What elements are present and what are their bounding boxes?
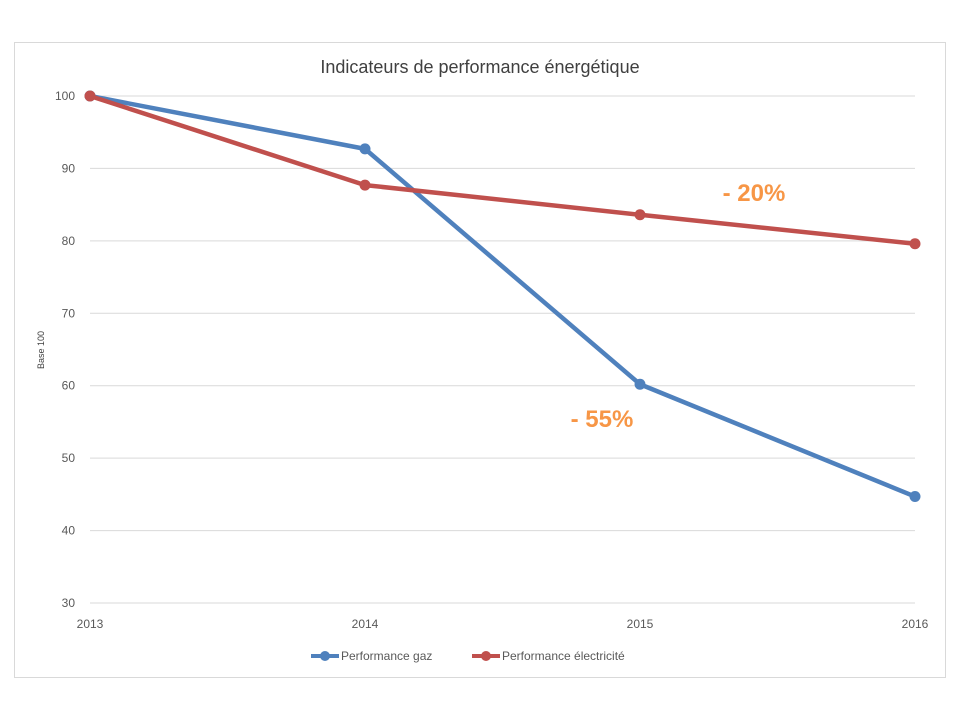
data-point <box>359 143 371 155</box>
data-point <box>359 179 371 191</box>
chart-frame <box>14 42 946 678</box>
annotation-label: - 55% <box>571 406 634 433</box>
series-line <box>87 93 918 247</box>
data-point <box>634 378 646 390</box>
x-tick-label: 2014 <box>352 617 379 631</box>
y-axis-label: Base 100 <box>36 331 46 369</box>
data-point <box>909 238 921 250</box>
gridlines <box>90 95 915 604</box>
legend-label: Performance gaz <box>341 649 432 663</box>
y-tick-label: 100 <box>55 89 75 103</box>
data-point <box>84 90 96 102</box>
x-axis-ticks: 2013 2014 2015 2016 <box>77 617 929 631</box>
y-tick-label: 50 <box>62 451 76 465</box>
x-tick-label: 2016 <box>902 617 929 631</box>
data-point <box>634 209 646 221</box>
y-tick-label: 80 <box>62 234 76 248</box>
x-tick-label: 2013 <box>77 617 104 631</box>
y-tick-label: 70 <box>62 306 76 320</box>
legend-swatch-marker <box>320 651 330 661</box>
series-line <box>87 93 918 499</box>
chart-title: Indicateurs de performance énergétique <box>320 57 639 77</box>
annotations: - 20% - 55% <box>571 180 786 433</box>
data-point <box>909 491 921 503</box>
annotation-label: - 20% <box>723 180 786 207</box>
y-tick-label: 40 <box>62 524 76 538</box>
legend: Performance gaz Performance électricité <box>311 649 625 663</box>
legend-swatch-marker <box>481 651 491 661</box>
y-tick-label: 30 <box>62 596 76 610</box>
y-tick-label: 60 <box>62 379 76 393</box>
x-tick-label: 2015 <box>627 617 654 631</box>
y-tick-label: 90 <box>62 161 76 175</box>
y-axis-ticks: 30 40 50 60 70 80 90 100 <box>55 89 75 610</box>
series-group <box>84 90 921 503</box>
legend-label: Performance électricité <box>502 649 625 663</box>
